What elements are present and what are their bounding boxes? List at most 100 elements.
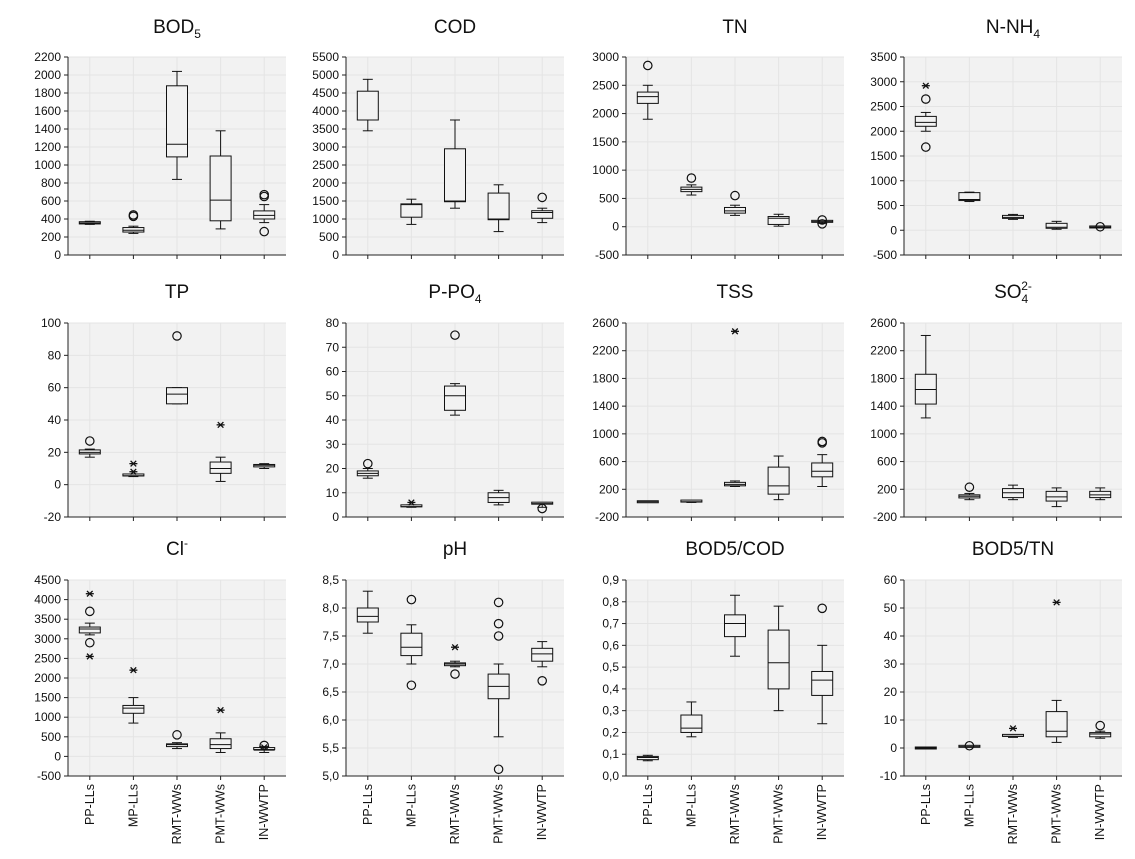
box-PP-LLs bbox=[636, 500, 659, 504]
y-tick-label: -500 bbox=[595, 248, 619, 262]
y-tick-label: 50 bbox=[326, 389, 340, 403]
y-tick-label: 0 bbox=[612, 220, 619, 234]
panel-title: TN bbox=[722, 17, 747, 38]
box-PP-LLs bbox=[78, 220, 101, 225]
iqr-box bbox=[209, 461, 232, 474]
extreme-point bbox=[85, 590, 94, 597]
iqr-box bbox=[209, 155, 232, 222]
y-tick-label: 2000 bbox=[34, 68, 61, 82]
panel-7: -200 200 600 1000 1400 1800 2200 2600 SO42- bbox=[870, 279, 1122, 524]
y-tick-label: 20 bbox=[884, 685, 898, 699]
panel-6: -200 200 600 1000 1400 1800 2200 2600 TSS bbox=[592, 282, 844, 524]
iqr-box bbox=[166, 743, 188, 748]
outlier-point bbox=[1095, 720, 1105, 731]
x-category-label: IN-WWTP bbox=[1093, 784, 1107, 840]
y-tick-label: 8,5 bbox=[322, 573, 339, 587]
box-PMT-WWs bbox=[209, 706, 232, 753]
y-tick-label: 6,0 bbox=[322, 713, 339, 727]
box-RMT-WWs bbox=[724, 190, 746, 216]
y-tick-label: 2200 bbox=[34, 50, 61, 64]
x-category-label: RMT-WWs bbox=[448, 784, 462, 844]
box-IN-WWTP bbox=[1089, 720, 1112, 739]
box-MP-LLs bbox=[680, 701, 703, 738]
box-RMT-WWs bbox=[444, 643, 466, 679]
iqr-box bbox=[811, 670, 834, 696]
extreme-point bbox=[129, 468, 138, 475]
y-tick-label: 3000 bbox=[34, 632, 61, 646]
box-PP-LLs bbox=[78, 590, 101, 660]
x-category-label: PMT-WWs bbox=[772, 784, 786, 844]
box-IN-WWTP bbox=[253, 740, 276, 753]
y-tick-label: 7,0 bbox=[322, 657, 339, 671]
panel-title: COD bbox=[434, 17, 476, 38]
iqr-box bbox=[680, 714, 703, 733]
iqr-box bbox=[1045, 711, 1068, 738]
y-tick-label: 2200 bbox=[592, 344, 619, 358]
panel-2: -500 0 500 1000 1500 2000 2500 3000 TN bbox=[592, 17, 844, 262]
iqr-box bbox=[767, 466, 790, 495]
outlier-point bbox=[362, 458, 373, 469]
outlier-point bbox=[85, 436, 95, 446]
y-tick-label: 30 bbox=[326, 437, 340, 451]
y-tick-label: 500 bbox=[599, 191, 619, 205]
outlier-point bbox=[730, 190, 740, 201]
y-tick-label: 400 bbox=[41, 212, 61, 226]
x-category-label: RMT-WWs bbox=[728, 784, 742, 844]
outlier-point bbox=[1095, 221, 1105, 232]
y-tick-label: 2000 bbox=[312, 176, 339, 190]
x-category-label: PP-LLs bbox=[641, 784, 655, 825]
panel-5: 0 10 20 30 40 50 60 70 80 P-PO4 bbox=[326, 282, 564, 524]
y-tick-label: 0,2 bbox=[602, 725, 619, 739]
y-tick-label: 2500 bbox=[870, 100, 897, 114]
iqr-box bbox=[209, 738, 232, 750]
outlier-point bbox=[85, 606, 95, 617]
outlier-point bbox=[259, 226, 269, 237]
y-tick-label: 0,7 bbox=[602, 617, 619, 631]
iqr-box bbox=[1045, 222, 1068, 229]
x-category-label: IN-WWTP bbox=[815, 784, 829, 840]
box-MP-LLs bbox=[122, 460, 145, 478]
y-tick-label: 1400 bbox=[592, 399, 619, 413]
y-tick-label: 500 bbox=[877, 199, 897, 213]
box-MP-LLs bbox=[680, 499, 703, 503]
x-category-label: PMT-WWs bbox=[214, 784, 228, 844]
y-tick-label: 8,0 bbox=[322, 601, 339, 615]
extreme-point bbox=[451, 643, 459, 651]
iqr-box bbox=[767, 629, 790, 690]
box-PP-LLs bbox=[914, 746, 937, 750]
y-tick-label: 3500 bbox=[34, 612, 61, 626]
box-PP-LLs bbox=[636, 754, 659, 762]
iqr-box bbox=[166, 85, 188, 158]
panel-0: 0 200 400 600 800 1000 1200 1400 1600 1800 2000 220… bbox=[34, 17, 286, 262]
y-tick-label: 1600 bbox=[34, 104, 61, 118]
panel-title: Cl- bbox=[166, 536, 188, 560]
iqr-box bbox=[400, 203, 423, 218]
y-tick-label: 0,4 bbox=[602, 682, 619, 696]
outlier-point bbox=[920, 94, 931, 104]
y-tick-label: 100 bbox=[41, 316, 61, 330]
panel-8: -500 0 500 1000 1500 2000 2500 3000 3500 4000 4500… bbox=[34, 536, 286, 844]
outlier-point bbox=[493, 618, 504, 629]
y-tick-label: 6,5 bbox=[322, 685, 339, 699]
box-MP-LLs bbox=[400, 499, 423, 508]
iqr-box bbox=[444, 385, 466, 411]
panel-1: 0 500 1000 1500 2000 2500 3000 3500 4000 4500 5000… bbox=[312, 17, 564, 262]
box-PMT-WWs bbox=[209, 421, 232, 482]
outlier-point bbox=[964, 482, 975, 493]
y-tick-label: 5,5 bbox=[322, 741, 339, 755]
y-tick-label: 1000 bbox=[870, 427, 897, 441]
x-category-label: RMT-WWs bbox=[1006, 784, 1020, 844]
box-RMT-WWs bbox=[444, 330, 466, 416]
outlier-point bbox=[493, 764, 504, 775]
y-tick-label: 1400 bbox=[34, 122, 61, 136]
panel-title: BOD5/COD bbox=[685, 539, 784, 560]
box-PP-LLs bbox=[356, 590, 379, 634]
y-tick-label: 2000 bbox=[34, 671, 61, 685]
box-RMT-WWs bbox=[444, 119, 466, 209]
y-tick-label: 2600 bbox=[592, 316, 619, 330]
y-tick-label: 80 bbox=[48, 348, 62, 362]
x-category-label: MP-LLs bbox=[962, 784, 976, 827]
box-PMT-WWs bbox=[487, 184, 510, 233]
y-tick-label: 1800 bbox=[34, 86, 61, 100]
box-MP-LLs bbox=[680, 173, 703, 196]
